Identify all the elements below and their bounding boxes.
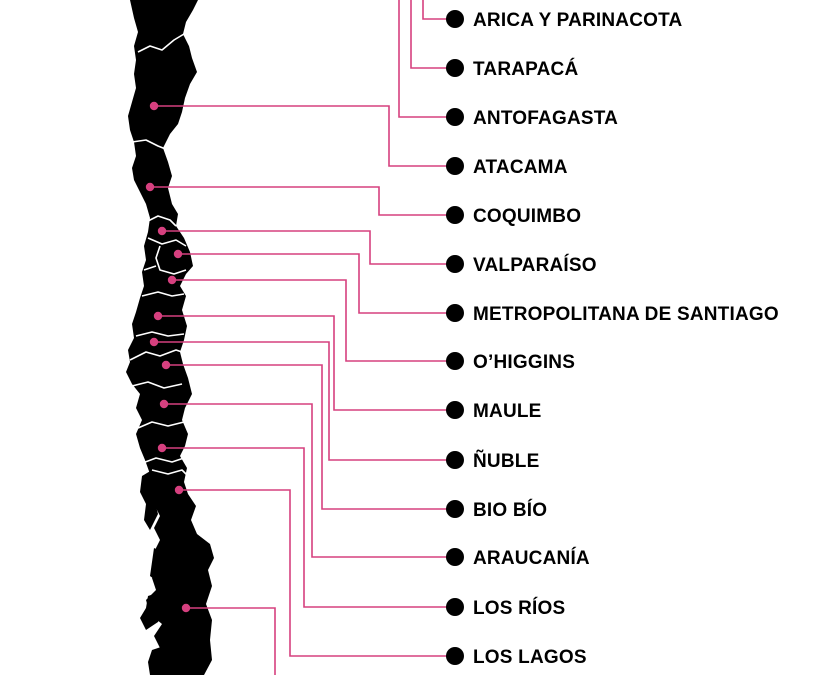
island: [140, 470, 158, 530]
region-border: [145, 215, 177, 227]
marker-o-higgins: [167, 275, 177, 285]
marker-atacama: [149, 101, 159, 111]
region-border: [131, 381, 183, 389]
region-border: [139, 457, 185, 465]
bullet-tarapaca: [446, 59, 464, 77]
label-atacama: ATACAMA: [473, 157, 568, 178]
label-o-higgins: O’HIGGINS: [473, 352, 575, 373]
region-labels: ARICA Y PARINACOTA TARAPACÁ ANTOFAGASTA ATA…: [473, 10, 779, 668]
marker-maule: [153, 311, 163, 321]
leader-line-tarapaca: [410, 0, 455, 69]
label-tarapaca: TARAPACÁ: [473, 58, 578, 80]
leader-line-valparaiso: [162, 230, 455, 265]
marker-los-rios: [157, 443, 167, 453]
region-border: [147, 237, 187, 247]
bullet-o-higgins: [446, 352, 464, 370]
bullet-valparaiso: [446, 255, 464, 273]
marker-los-lagos: [174, 485, 184, 495]
bullet-maule: [446, 401, 464, 419]
marker-valparaiso: [157, 226, 167, 236]
marker-metropolitana-de-santiago: [173, 249, 183, 259]
label-antofagasta: ANTOFAGASTA: [473, 108, 618, 129]
region-border: [143, 265, 157, 271]
region-border: [151, 469, 189, 477]
region-border: [129, 349, 183, 361]
marker-araucania: [159, 399, 169, 409]
region-border: [131, 139, 169, 151]
region-border: [137, 421, 185, 429]
marker-bio-bio: [161, 360, 171, 370]
bullet-metropolitana-de-santiago: [446, 304, 464, 322]
leader-line-los-lagos: [179, 489, 455, 657]
region-borders: [129, 33, 191, 477]
bullet-los-rios: [446, 598, 464, 616]
leader-line-antofagasta: [398, 0, 455, 118]
chile-mainland: [126, 0, 214, 675]
region-border: [137, 33, 191, 53]
island: [140, 592, 166, 630]
leader-line-southern-region: [186, 607, 276, 675]
leader-line-metropolitana-de-santiago: [178, 253, 455, 314]
leader-line-o-higgins: [172, 279, 455, 362]
leader-line-maule: [158, 315, 455, 411]
island: [148, 646, 168, 675]
leader-lines: [150, 0, 455, 675]
label-bullets: [446, 10, 464, 665]
bullet-bio-bio: [446, 500, 464, 518]
label-maule: MAULE: [473, 401, 542, 422]
marker-coquimbo: [145, 182, 155, 192]
bullet-arica-y-parinacota: [446, 10, 464, 28]
region-border: [135, 331, 185, 337]
label-arica-y-parinacota: ARICA Y PARINACOTA: [473, 10, 683, 31]
label-los-lagos: LOS LAGOS: [473, 647, 587, 668]
region-markers: [145, 101, 191, 613]
leader-line-los-rios: [162, 447, 455, 608]
label-bio-bio: BIO BÍO: [473, 499, 547, 521]
bullet-coquimbo: [446, 206, 464, 224]
island: [150, 548, 164, 582]
leader-line-araucania: [164, 403, 455, 558]
leader-line-atacama: [154, 105, 455, 167]
label-valparaiso: VALPARAÍSO: [473, 254, 597, 276]
bullet-antofagasta: [446, 108, 464, 126]
label-los-rios: LOS RÍOS: [473, 597, 565, 619]
label-metropolitana-de-santiago: METROPOLITANA DE SANTIAGO: [473, 304, 779, 325]
leader-line-arica-y-parinacota: [422, 0, 455, 20]
leader-line-bio-bio: [166, 364, 455, 510]
label-coquimbo: COQUIMBO: [473, 206, 581, 227]
region-border: [141, 291, 185, 297]
label-araucania: ARAUCANÍA: [473, 547, 590, 569]
marker-nuble: [149, 337, 159, 347]
bullet-los-lagos: [446, 647, 464, 665]
region-border: [155, 245, 187, 275]
bullet-araucania: [446, 548, 464, 566]
bullet-nuble: [446, 451, 464, 469]
bullet-atacama: [446, 157, 464, 175]
chile-silhouette: [126, 0, 214, 675]
leader-line-coquimbo: [150, 186, 455, 216]
marker-southern-region: [181, 603, 191, 613]
label-nuble: ÑUBLE: [473, 450, 539, 472]
leader-line-nuble: [154, 341, 455, 461]
